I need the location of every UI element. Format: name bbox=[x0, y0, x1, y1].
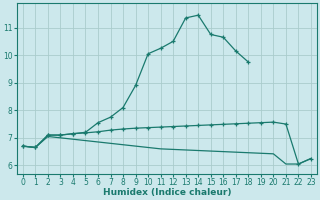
X-axis label: Humidex (Indice chaleur): Humidex (Indice chaleur) bbox=[103, 188, 231, 197]
